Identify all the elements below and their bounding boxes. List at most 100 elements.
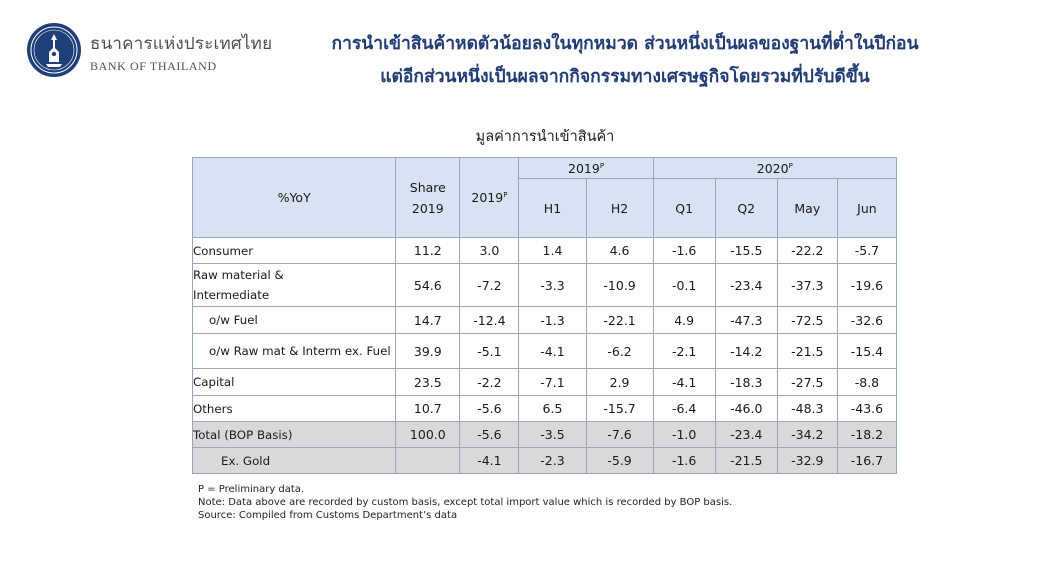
header-q1: Q1 — [652, 178, 716, 238]
row-label-line-1: Raw material & — [193, 268, 284, 282]
row-label: Ex. Gold — [191, 447, 397, 474]
cell-may: -34.2 — [776, 421, 838, 448]
header-h2: H2 — [585, 178, 654, 238]
header-yoy: %YoY — [191, 157, 397, 238]
cell-may: -37.3 — [776, 263, 838, 307]
cell-share: 39.9 — [395, 333, 461, 369]
cell-may: -22.2 — [776, 237, 838, 264]
table-row: o/w Fuel 14.7 -12.4 -1.3 -22.1 4.9 -47.3… — [191, 306, 898, 334]
bank-name-english: BANK OF THAILAND — [90, 59, 217, 73]
cell-jun: -18.2 — [836, 421, 898, 448]
cell-q1: -6.4 — [652, 395, 716, 422]
cell-q2: -18.3 — [714, 368, 778, 396]
cell-may: -32.9 — [776, 447, 838, 474]
cell-h1: -1.3 — [518, 306, 587, 334]
import-value-table: %YoY Share 2019 2019P 2019P 2020P H1 H2 … — [191, 157, 898, 474]
cell-share: 54.6 — [395, 263, 461, 307]
cell-q1: -1.0 — [652, 421, 716, 448]
cell-q2: -47.3 — [714, 306, 778, 334]
cell-2019: 3.0 — [459, 237, 520, 264]
headline-line-2: แต่อีกส่วนหนึ่งเป็นผลจากกิจกรรมทางเศรษฐก… — [380, 67, 870, 87]
header-q2: Q2 — [714, 178, 778, 238]
cell-h2: -22.1 — [585, 306, 654, 334]
headline: การนำเข้าสินค้าหดตัวน้อยลงในทุกหมวด ส่วน… — [300, 28, 950, 94]
cell-2019: -5.6 — [459, 395, 520, 422]
cell-share: 14.7 — [395, 306, 461, 334]
table-title: มูลค่าการนำเข้าสินค้า — [475, 129, 615, 145]
cell-h1: 6.5 — [518, 395, 587, 422]
cell-may: -48.3 — [776, 395, 838, 422]
cell-may: -72.5 — [776, 306, 838, 334]
cell-jun: -19.6 — [836, 263, 898, 307]
cell-q1: -2.1 — [652, 333, 716, 369]
headline-line-1: การนำเข้าสินค้าหดตัวน้อยลงในทุกหมวด ส่วน… — [331, 34, 919, 54]
cell-q1: -0.1 — [652, 263, 716, 307]
header-group-2020-sup: P — [788, 161, 793, 170]
header-group-2020: 2020P — [652, 157, 898, 179]
cell-jun: -43.6 — [836, 395, 898, 422]
bank-name: ธนาคารแห่งประเทศไทย BANK OF THAILAND — [90, 30, 272, 74]
cell-jun: -15.4 — [836, 333, 898, 369]
cell-jun: -16.7 — [836, 447, 898, 474]
cell-jun: -8.8 — [836, 368, 898, 396]
cell-h2: 4.6 — [585, 237, 654, 264]
header-share: Share 2019 — [395, 157, 461, 238]
cell-h2: -5.9 — [585, 447, 654, 474]
cell-h1: -7.1 — [518, 368, 587, 396]
header-group-2019-sup: P — [599, 161, 605, 170]
header-h1: H1 — [518, 178, 587, 238]
header-2019-sup: P — [503, 190, 508, 199]
header-2019: 2019P — [459, 157, 520, 238]
cell-share — [395, 447, 461, 474]
header-2019-text: 2019 — [471, 190, 504, 205]
header-may: May — [776, 178, 838, 238]
row-label: Capital — [191, 368, 397, 396]
cell-2019: -12.4 — [459, 306, 520, 334]
row-label-line-2: Intermediate — [193, 288, 270, 302]
cell-share: 11.2 — [395, 237, 461, 264]
cell-may: -27.5 — [776, 368, 838, 396]
cell-share: 100.0 — [395, 421, 461, 448]
header-group-2019-text: 2019 — [568, 160, 600, 176]
header-jun: Jun — [836, 178, 898, 238]
cell-q2: -21.5 — [714, 447, 778, 474]
cell-h1: -3.3 — [518, 263, 587, 307]
footnote-preliminary: P = Preliminary data. — [198, 484, 305, 495]
table-row-ex-gold: Ex. Gold -4.1 -2.3 -5.9 -1.6 -21.5 -32.9… — [191, 447, 898, 474]
cell-h2: -10.9 — [585, 263, 654, 307]
cell-2019: -5.6 — [459, 421, 520, 448]
cell-2019: -5.1 — [459, 333, 520, 369]
cell-q2: -23.4 — [714, 263, 778, 307]
row-label: o/w Raw mat & Interm ex. Fuel — [191, 333, 397, 369]
header-group-2020-text: 2020 — [756, 160, 789, 176]
cell-h2: -15.7 — [585, 395, 654, 422]
cell-share: 23.5 — [395, 368, 461, 396]
cell-share: 10.7 — [395, 395, 461, 422]
table-row: Others 10.7 -5.6 6.5 -15.7 -6.4 -46.0 -4… — [191, 395, 898, 422]
header-share-line-2: 2019 — [411, 200, 444, 216]
row-label: Raw material & Intermediate — [191, 263, 397, 307]
cell-2019: -2.2 — [459, 368, 520, 396]
cell-q1: -1.6 — [652, 447, 716, 474]
table-row: Consumer 11.2 3.0 1.4 4.6 -1.6 -15.5 -22… — [191, 237, 898, 264]
bank-of-thailand-logo — [27, 23, 81, 77]
table-header: %YoY Share 2019 2019P 2019P 2020P H1 H2 … — [191, 157, 898, 238]
cell-q2: -23.4 — [714, 421, 778, 448]
cell-q1: -4.1 — [652, 368, 716, 396]
footnote-source: Source: Compiled from Customs Department… — [198, 510, 458, 521]
row-label: o/w Fuel — [191, 306, 397, 334]
header-group-2019: 2019P — [518, 157, 654, 179]
cell-h2: -7.6 — [585, 421, 654, 448]
row-label: Total (BOP Basis) — [191, 421, 397, 448]
bank-name-thai: ธนาคารแห่งประเทศไทย — [90, 34, 273, 54]
footnote-basis: Note: Data above are recorded by custom … — [198, 497, 733, 508]
footnotes: P = Preliminary data. Note: Data above a… — [198, 483, 732, 522]
cell-h1: -2.3 — [518, 447, 587, 474]
cell-q2: -14.2 — [714, 333, 778, 369]
cell-2019: -4.1 — [459, 447, 520, 474]
cell-h2: 2.9 — [585, 368, 654, 396]
cell-jun: -32.6 — [836, 306, 898, 334]
table-row: Raw material & Intermediate 54.6 -7.2 -3… — [191, 263, 898, 307]
row-label: Others — [191, 395, 397, 422]
cell-h1: 1.4 — [518, 237, 587, 264]
